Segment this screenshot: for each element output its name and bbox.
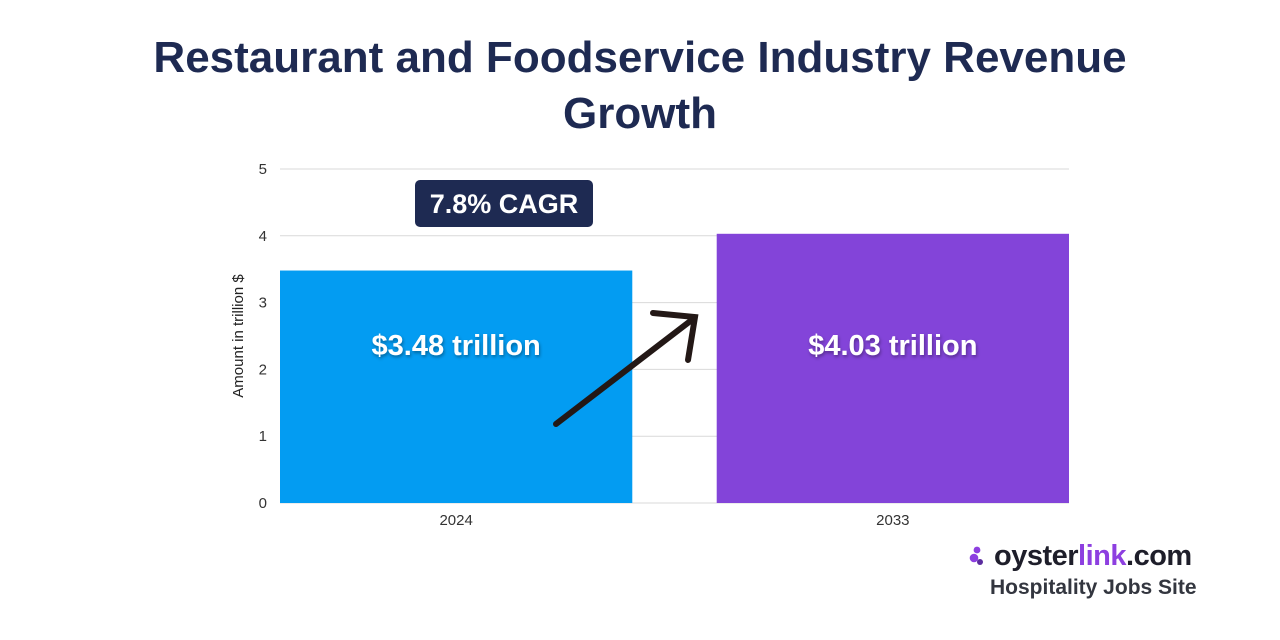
y-tick-label: 2 <box>259 361 267 378</box>
y-tick-label: 3 <box>259 295 267 312</box>
growth-arrow-head <box>650 310 699 363</box>
y-tick-label: 0 <box>259 495 267 512</box>
cagr-badge <box>415 180 593 227</box>
bar-data-label: $3.48 trillion <box>372 330 541 362</box>
bar-2024 <box>280 270 633 503</box>
brand-tagline: Hospitality Jobs Site <box>990 576 1197 599</box>
bar-2033 <box>716 233 1069 503</box>
brand-name: oysterlink.com <box>994 540 1192 573</box>
brand-name-part3: .com <box>1126 539 1192 572</box>
y-tick-label: 5 <box>259 161 267 178</box>
bar-data-label: $4.03 trillion <box>808 330 977 362</box>
chart-title: Restaurant and Foodservice Industry Reve… <box>0 30 1280 142</box>
brand-logo: oysterlink.com Hospitality Jobs Site <box>968 538 1228 600</box>
y-axis-label: Amount in trillion $ <box>230 274 247 398</box>
cagr-badge-label: 7.8% CAGR <box>430 189 579 219</box>
x-tick-label: 2033 <box>876 512 909 529</box>
chart-title-line-1: Restaurant and Foodservice Industry Reve… <box>153 33 1127 82</box>
y-tick-label: 4 <box>259 228 267 245</box>
y-tick-label: 1 <box>259 428 267 445</box>
brand-name-part2: link <box>1078 539 1127 572</box>
chart-title-line-2: Growth <box>563 89 717 138</box>
x-tick-label: 2024 <box>439 512 472 529</box>
growth-arrow-shaft <box>553 316 696 427</box>
brand-name-part1: oyster <box>994 539 1079 572</box>
oyster-logo-icon <box>969 546 983 565</box>
